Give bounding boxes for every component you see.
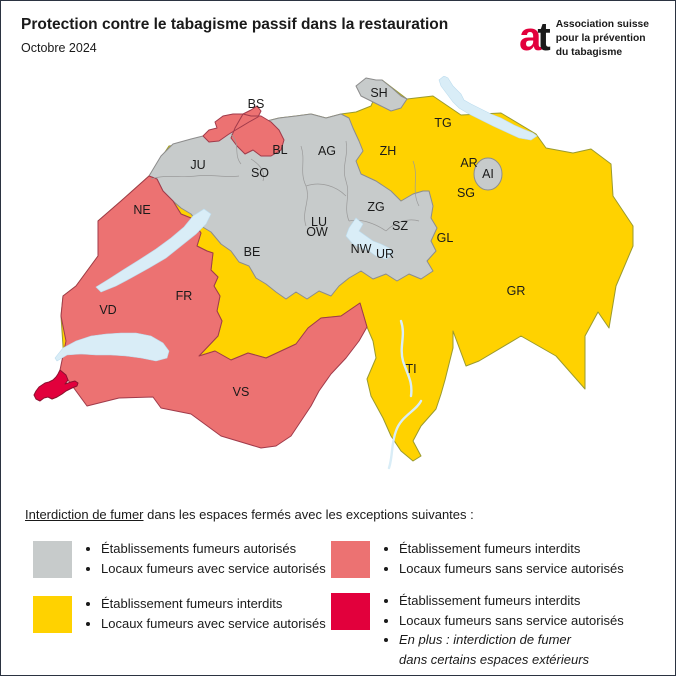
- svg-text:BE: BE: [244, 245, 261, 259]
- svg-text:JU: JU: [190, 158, 205, 172]
- svg-text:SZ: SZ: [392, 219, 408, 233]
- svg-text:BL: BL: [272, 143, 287, 157]
- svg-text:AG: AG: [318, 144, 336, 158]
- svg-text:VD: VD: [99, 303, 116, 317]
- svg-text:OW: OW: [306, 225, 328, 239]
- svg-text:AI: AI: [482, 167, 494, 181]
- svg-text:NE: NE: [133, 203, 150, 217]
- svg-text:ZH: ZH: [380, 144, 397, 158]
- svg-text:SO: SO: [251, 166, 269, 180]
- svg-text:VS: VS: [233, 385, 250, 399]
- svg-text:AR: AR: [460, 156, 477, 170]
- svg-text:TG: TG: [434, 116, 451, 130]
- svg-text:BS: BS: [248, 97, 265, 111]
- svg-text:NW: NW: [351, 242, 372, 256]
- svg-text:GR: GR: [507, 284, 526, 298]
- svg-text:FR: FR: [176, 289, 193, 303]
- svg-text:TI: TI: [405, 362, 416, 376]
- svg-text:SH: SH: [370, 86, 387, 100]
- svg-text:GL: GL: [437, 231, 454, 245]
- svg-text:UR: UR: [376, 247, 394, 261]
- svg-text:SG: SG: [457, 186, 475, 200]
- svg-text:ZG: ZG: [367, 200, 384, 214]
